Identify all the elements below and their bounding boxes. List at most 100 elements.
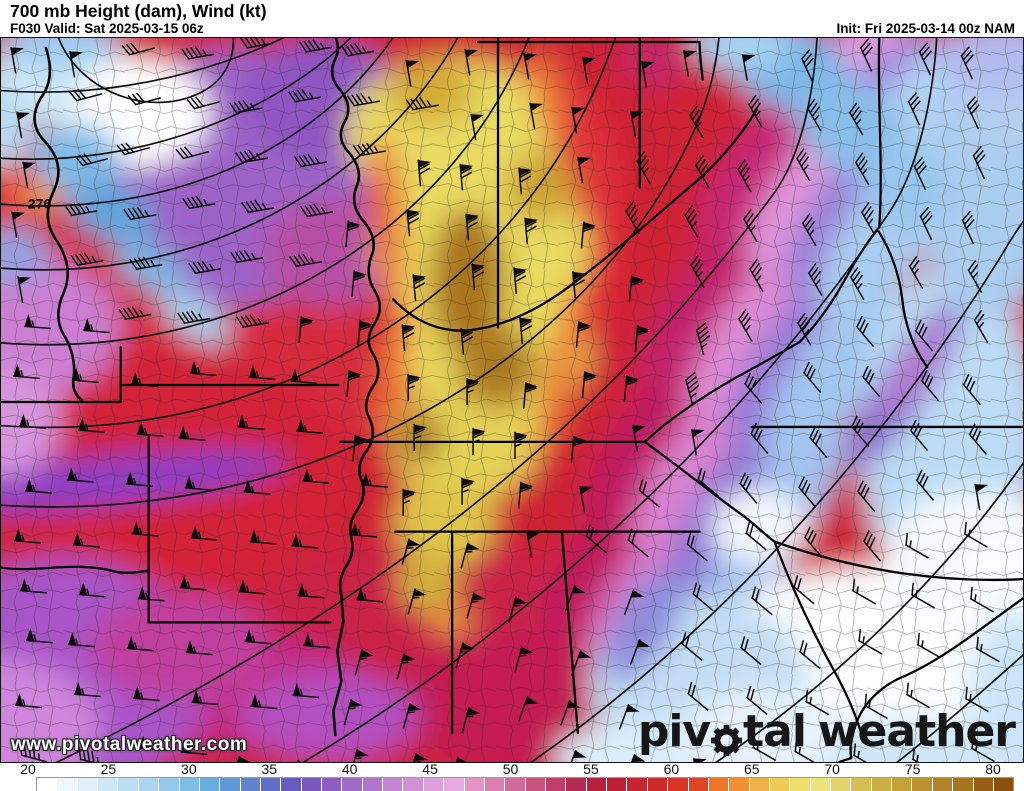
wind-barb (471, 263, 485, 291)
wind-barb (974, 483, 989, 511)
wind-barb (634, 325, 651, 353)
wind-barb (859, 38, 873, 72)
logo-text-weather: weather (817, 706, 1016, 757)
wind-barb (125, 471, 153, 487)
wind-barb (127, 92, 161, 106)
wind-barb (243, 479, 271, 495)
wind-barb (70, 252, 104, 267)
wind-barb (973, 309, 989, 343)
wind-barb (22, 161, 36, 189)
page-title: 700 mb Height (dam), Wind (kt) (10, 1, 267, 21)
colorbar-tick-label: 65 (743, 761, 760, 777)
colorbar-ticks: 20 25 30 35 40 45 50 55 60 65 70 75 80 (0, 761, 1024, 777)
wind-barb (796, 312, 812, 346)
colorbar-cell (118, 778, 138, 791)
wind-barb (968, 423, 988, 456)
wind-barb (623, 375, 640, 402)
wind-barb (361, 472, 389, 488)
colorbar-cell (586, 778, 607, 791)
init-time-label: Init: Fri 2025-03-14 00z NAM (836, 21, 1015, 36)
wind-barb (738, 472, 758, 504)
colorbar-cell (973, 778, 993, 791)
wind-barb (623, 589, 645, 616)
colorbar-cell (545, 778, 566, 791)
wind-barb (524, 217, 538, 245)
gear-icon (711, 720, 743, 756)
wind-barb (66, 467, 94, 483)
wind-barb (123, 206, 157, 221)
wind-barb (464, 48, 479, 76)
wind-barb (287, 88, 322, 103)
wind-barb (126, 636, 154, 652)
wind-barb (466, 378, 480, 405)
wind-barb (405, 96, 439, 111)
wind-barb (967, 259, 983, 294)
wind-barb (191, 689, 219, 706)
wind-barb (408, 752, 428, 762)
colorbar-cell (179, 778, 199, 791)
wind-barb (856, 480, 876, 512)
colorbar-cell (851, 778, 871, 791)
colorbar-cell (749, 778, 769, 791)
wind-barb (915, 469, 935, 501)
colorbar-cell (57, 778, 77, 791)
wind-barb (412, 274, 427, 302)
wind-barb (345, 220, 361, 248)
wind-barb (970, 736, 995, 762)
wind-barb (290, 368, 318, 385)
wind-barb (966, 96, 980, 130)
wind-barb (357, 320, 373, 348)
wind-barb (69, 50, 83, 78)
wind-barb (749, 422, 769, 455)
wind-barb (244, 629, 272, 645)
wind-barb (177, 310, 211, 324)
wind-barb (12, 363, 40, 380)
wind-barb (630, 110, 644, 138)
wind-barb (413, 423, 427, 451)
wind-barb (354, 649, 374, 676)
colorbar-cell (912, 778, 932, 791)
wind-barb (565, 749, 587, 762)
wind-barb (508, 596, 528, 623)
wind-barb (518, 695, 539, 722)
wind-barb (293, 153, 328, 168)
wind-barb (575, 321, 592, 349)
wind-barb (24, 478, 52, 494)
colorbar-tick-label: 70 (824, 761, 840, 777)
wind-barb (297, 583, 325, 599)
wind-barb (529, 102, 543, 130)
colorbar-cells (36, 777, 1014, 791)
header: 700 mb Height (dam), Wind (kt) F030 Vali… (0, 0, 1024, 37)
wind-barb (746, 686, 768, 716)
wind-barb (751, 586, 773, 616)
wind-barb (18, 413, 46, 430)
wind-barb (514, 431, 528, 459)
watermark: www.pivotalweather.com (11, 734, 248, 755)
wind-barb (417, 159, 432, 187)
wind-barb (743, 372, 763, 405)
wind-barb (19, 743, 48, 762)
wind-barb (798, 640, 821, 670)
colorbar-cell (831, 778, 851, 791)
colorbar-cell (403, 778, 423, 791)
wind-barb (972, 145, 986, 180)
wind-barb (910, 582, 935, 609)
colorbar-cell (484, 778, 505, 791)
wind-barb (241, 199, 275, 214)
colorbar-cell (301, 778, 322, 791)
wind-barb (572, 271, 586, 299)
wind-barb (582, 56, 596, 84)
colorbar-tick-label: 40 (341, 761, 358, 777)
wind-barb (848, 102, 864, 136)
colorbar-tick-label: 80 (985, 761, 1001, 777)
wind-barb (459, 163, 473, 191)
wind-barb (230, 249, 264, 264)
wind-barb (82, 317, 110, 334)
wind-barb (636, 151, 651, 185)
colorbar-cell (281, 778, 301, 791)
wind-barb (914, 319, 934, 352)
colorbar-legend: 20 25 30 35 40 45 50 55 60 65 70 75 80 (0, 761, 1024, 791)
wind-barb (860, 202, 876, 236)
wind-barb (585, 524, 607, 554)
wind-barb (559, 699, 581, 726)
